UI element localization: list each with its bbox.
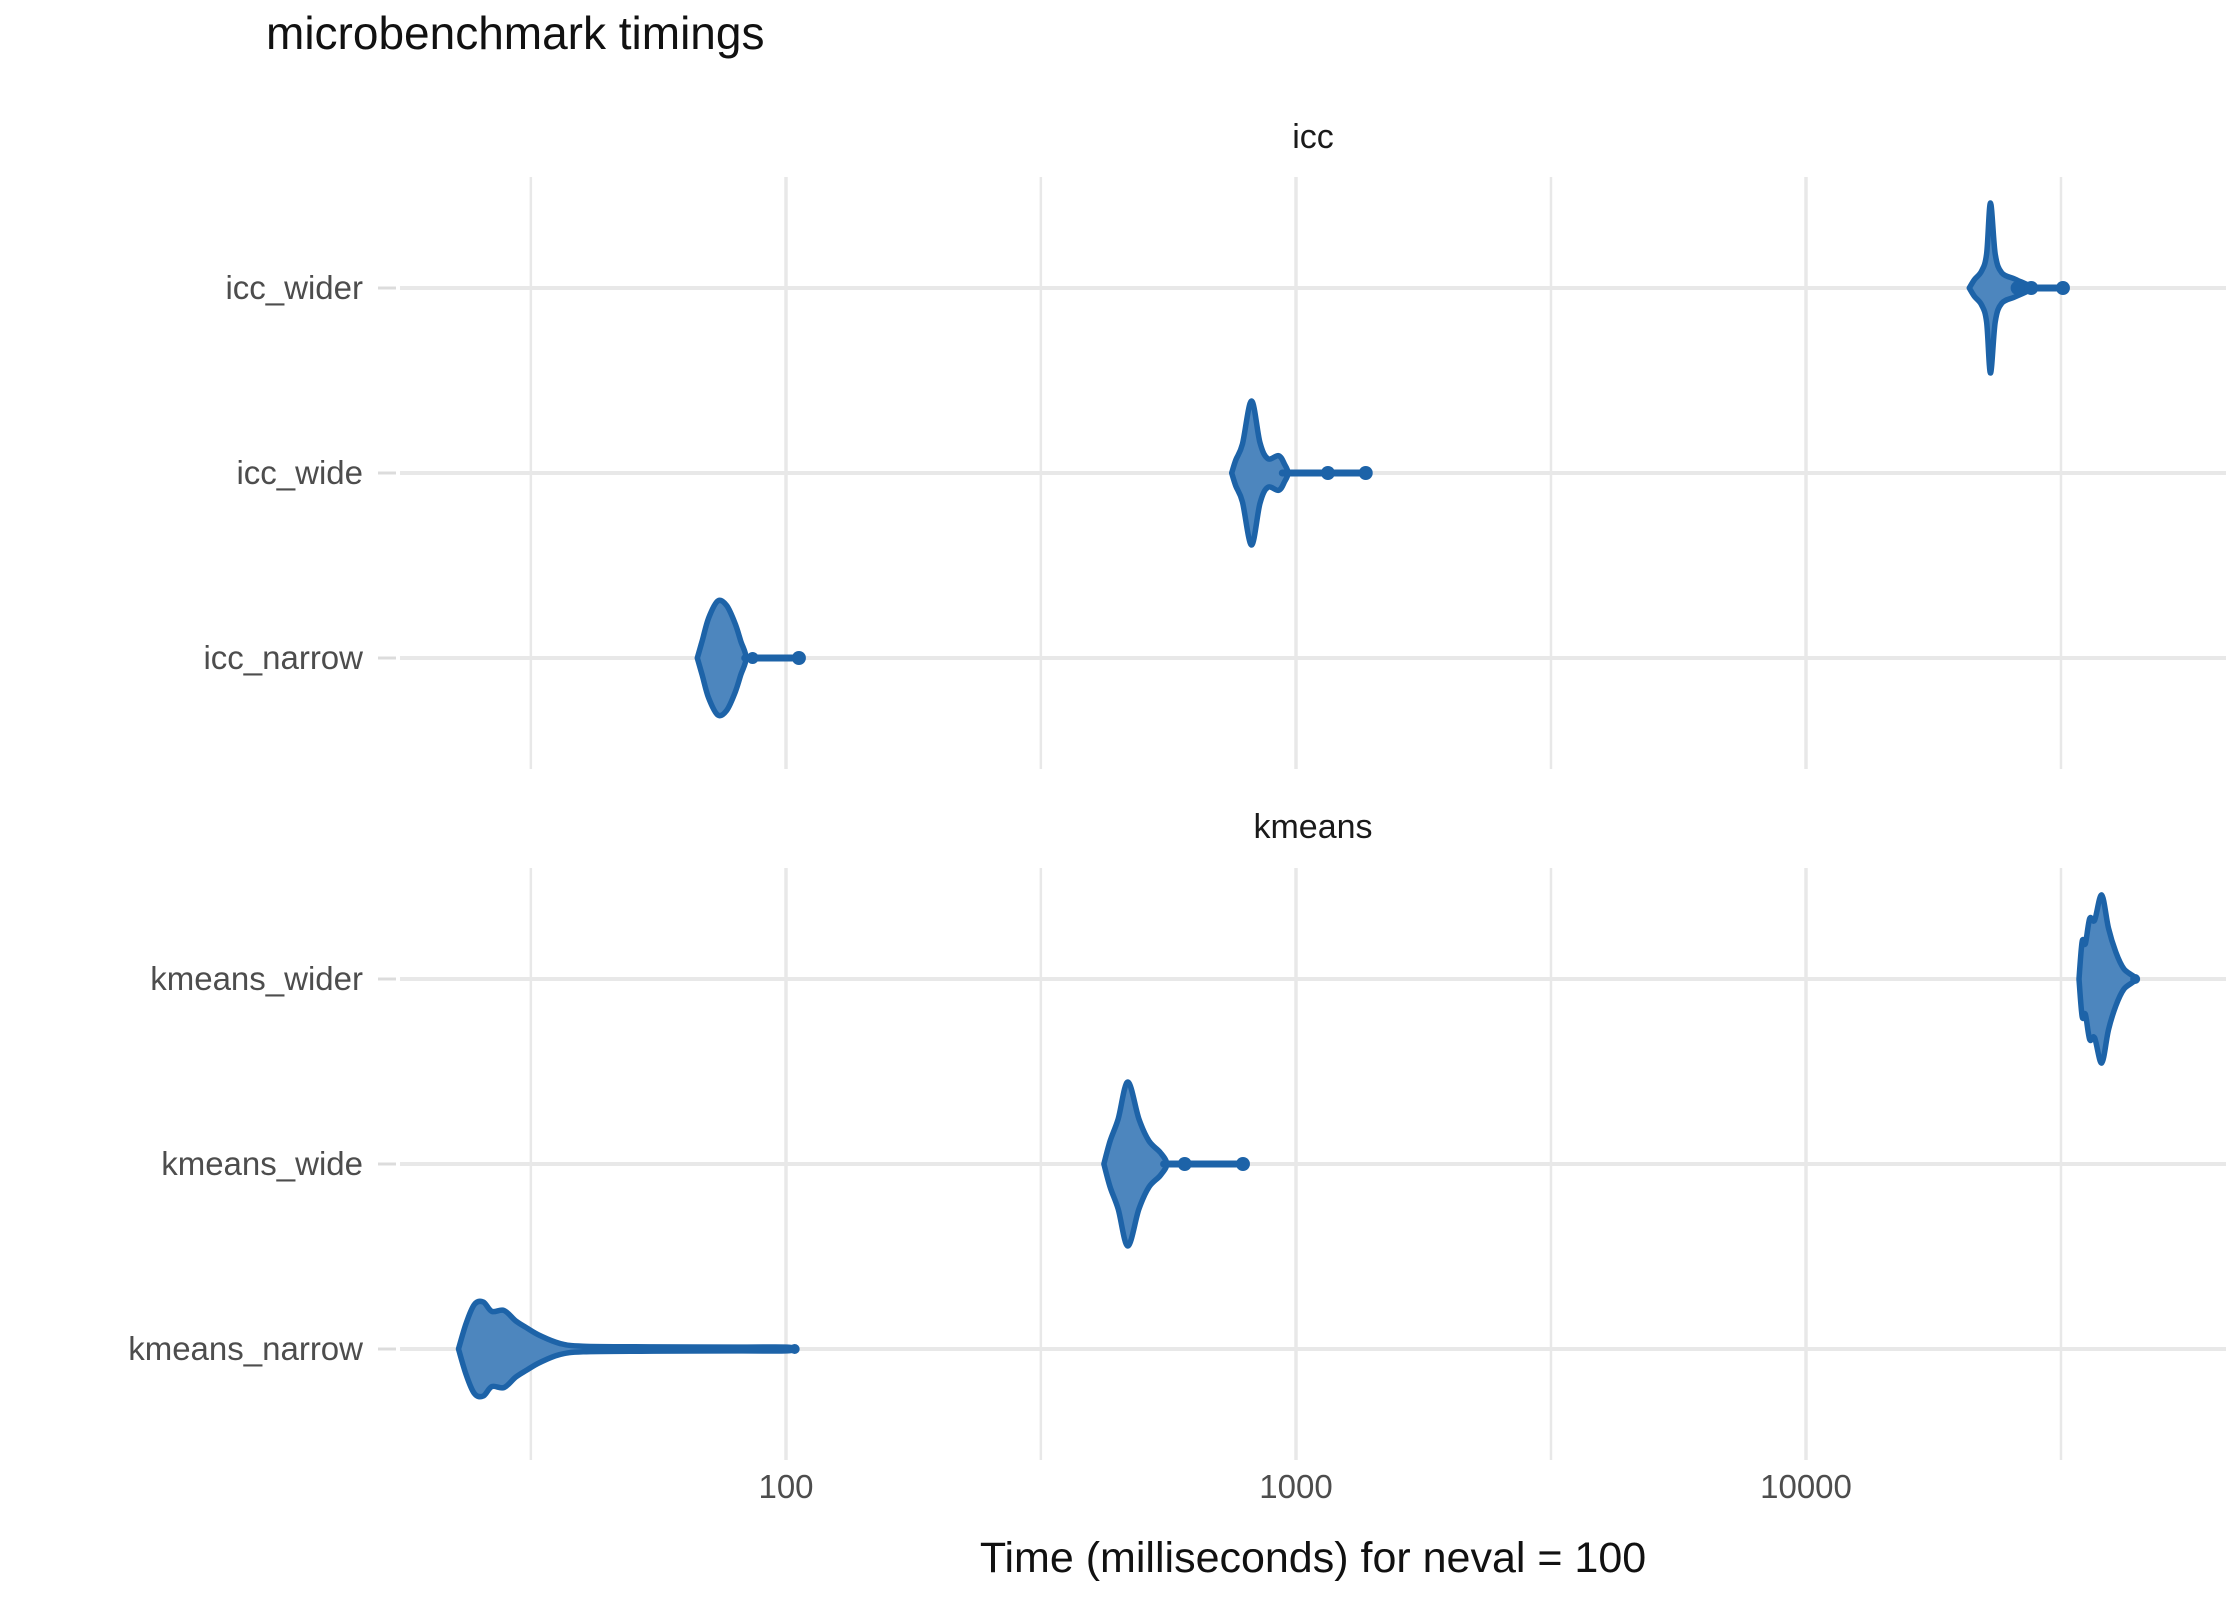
outlier-dot: [1235, 1157, 1250, 1171]
violin-kmeans_wide: [1101, 1079, 1250, 1249]
x-axis-title: Time (milliseconds) for neval = 100: [979, 1534, 1647, 1582]
outlier-dot: [2024, 281, 2039, 295]
violin-icc_narrow: [694, 597, 806, 719]
violin-body: [694, 597, 749, 719]
y-axis-label-kmeans-wide: kmeans_wide: [161, 1145, 363, 1182]
violin-kmeans_wider: [2076, 892, 2141, 1066]
outlier-dot: [791, 651, 806, 665]
facet-strip-kmeans: kmeans: [1253, 808, 1373, 846]
facet-panel-icc: [378, 177, 2226, 769]
y-axis-label-icc-wider: icc_wider: [225, 269, 363, 306]
violin-body: [1101, 1079, 1170, 1249]
chart-title: microbenchmark timings: [266, 7, 765, 59]
outlier-dot: [1177, 1157, 1192, 1171]
violin-icc_wider: [1966, 200, 2070, 376]
y-axis-label-kmeans-narrow: kmeans_narrow: [128, 1330, 363, 1367]
outlier-dot: [1320, 466, 1335, 480]
y-axis-label-kmeans-wider: kmeans_wider: [150, 960, 363, 997]
facet-strip-icc: icc: [1292, 118, 1334, 156]
outlier-dot: [2010, 281, 2025, 295]
violin-body: [455, 1298, 798, 1400]
facet-panel-kmeans: [378, 868, 2226, 1460]
outlier-dot: [746, 652, 759, 664]
violin-body: [2076, 892, 2138, 1066]
violin-icc_wide: [1228, 398, 1373, 548]
y-axis-label-icc-wide: icc_wide: [236, 454, 363, 491]
violin-kmeans_narrow: [455, 1298, 800, 1400]
x-axis-tick-1000: 1000: [1259, 1468, 1333, 1505]
outlier-dot: [1358, 466, 1373, 480]
x-axis-tick-100: 100: [758, 1468, 814, 1505]
outlier-dot: [2130, 974, 2141, 984]
outlier-dot: [2055, 281, 2070, 295]
outlier-dot: [789, 1344, 800, 1354]
x-axis-tick-10000: 10000: [1760, 1468, 1852, 1505]
y-axis-label-icc-narrow: icc_narrow: [203, 639, 363, 676]
